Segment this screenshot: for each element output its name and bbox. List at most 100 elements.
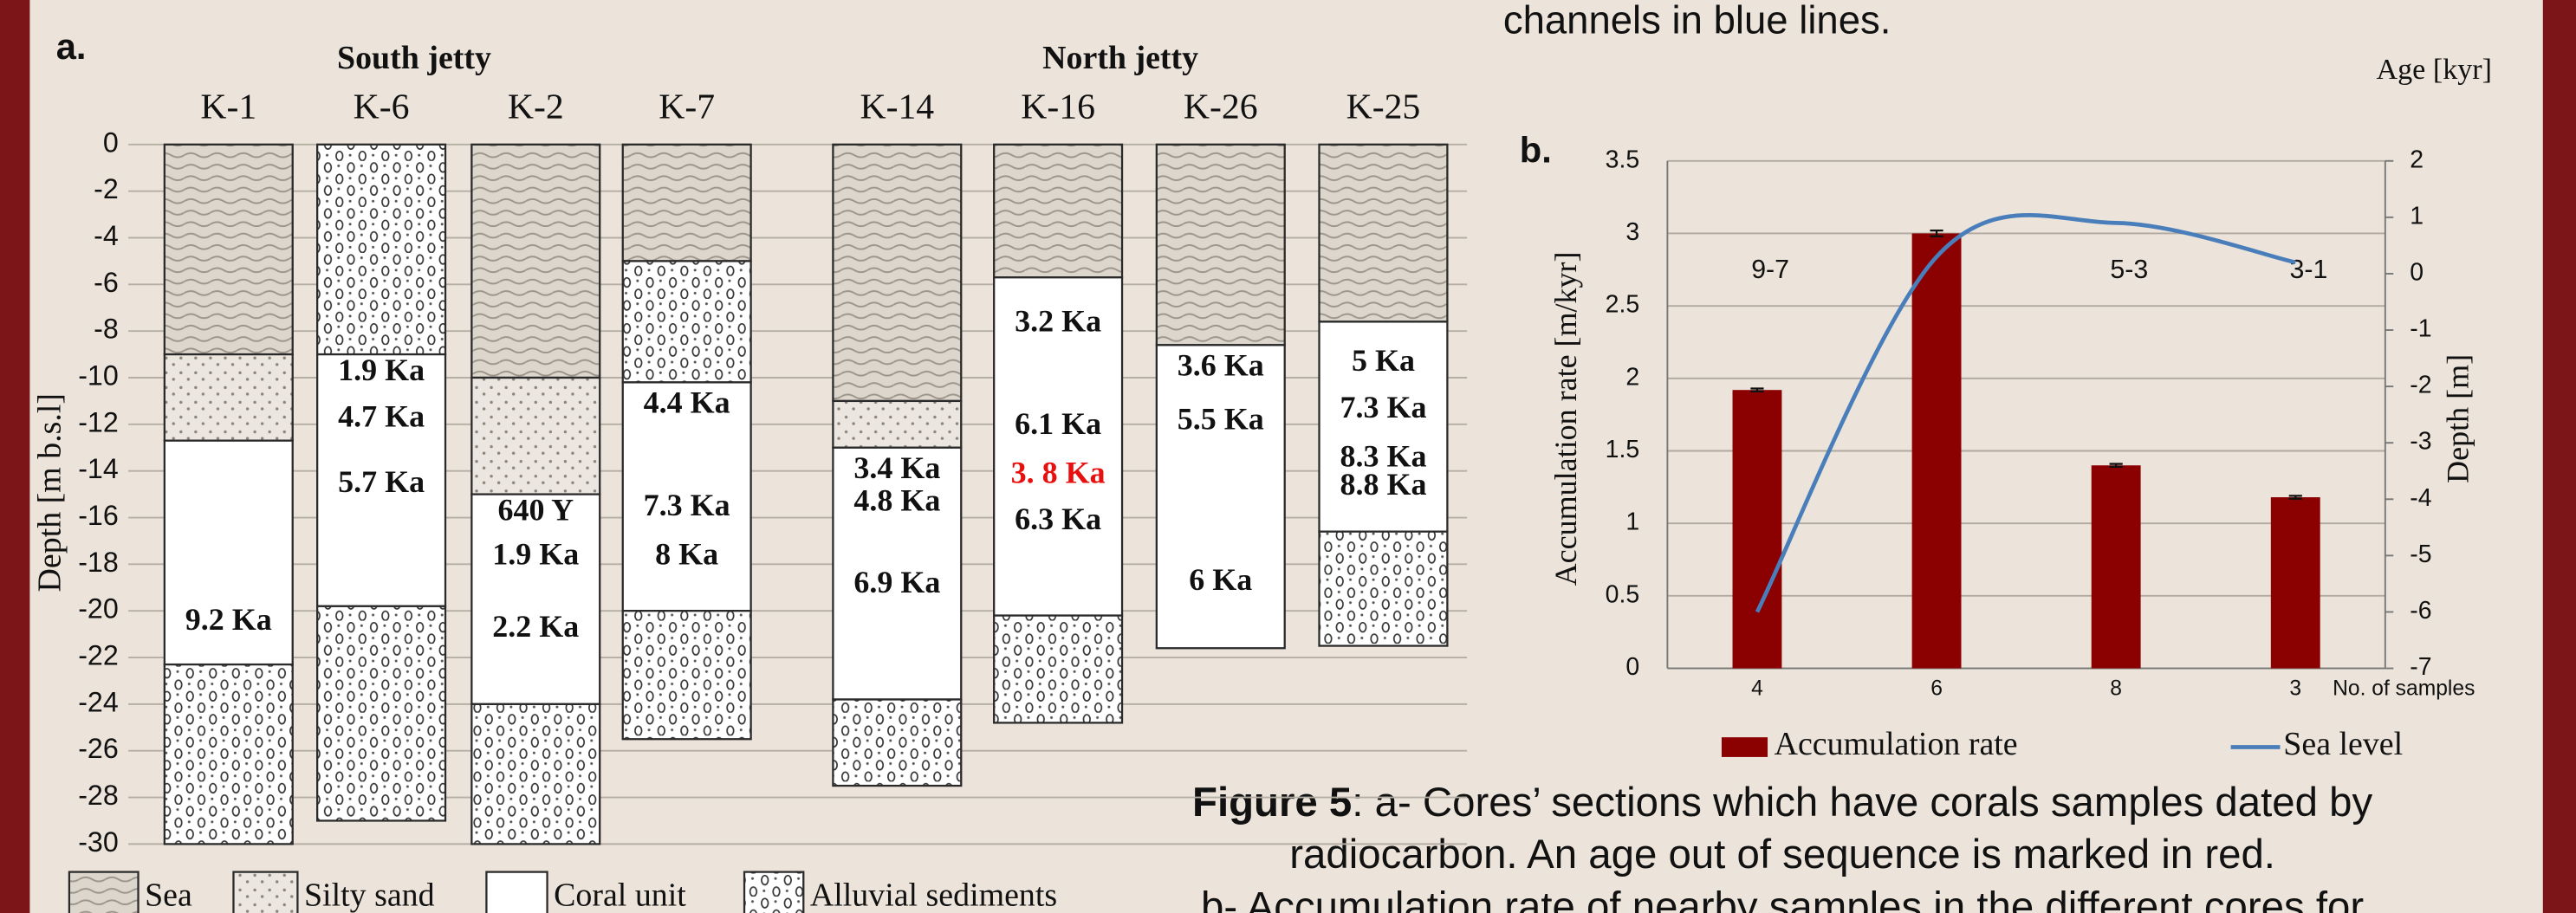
core-layer <box>471 145 600 378</box>
core-layer <box>833 145 961 401</box>
legend-swatch <box>486 872 547 913</box>
bar <box>2271 497 2320 668</box>
y-tick-label: -8 <box>94 314 119 345</box>
y-axis-title: Depth [m b.s.l] <box>32 393 68 592</box>
poster: channels in blue lines. a. Depth [m b.s.… <box>0 0 2576 913</box>
core-name: K-1 <box>200 87 256 127</box>
y-tick-label: 3.5 <box>1606 146 1640 173</box>
age-label: 2.2 Ka <box>492 609 579 644</box>
y2-tick-label: -5 <box>2410 541 2431 568</box>
y-tick-label: 0 <box>103 126 119 158</box>
core-name: K-2 <box>508 87 564 127</box>
y2-tick-label: -3 <box>2410 428 2431 456</box>
y-axis-title: Accumulation rate [m/kyr] <box>1548 251 1583 586</box>
y2-tick-label: -4 <box>2410 484 2431 512</box>
legend-swatch <box>69 872 139 913</box>
y-tick-label: -6 <box>94 267 119 298</box>
core-layer <box>165 664 293 844</box>
age-label: 3.2 Ka <box>1015 303 1101 338</box>
age-label: 9.2 Ka <box>185 602 272 637</box>
legend-label: Coral unit <box>554 877 686 913</box>
core-layer <box>994 145 1122 277</box>
y2-tick-label: -2 <box>2410 372 2431 399</box>
core-layer <box>994 616 1122 723</box>
core-layer <box>623 261 751 382</box>
core-layer <box>471 704 600 845</box>
y-tick-label: -2 <box>94 173 119 204</box>
core-layer <box>833 699 961 786</box>
y-tick-label: -18 <box>78 547 119 578</box>
age-label: 6 Ka <box>1189 562 1252 597</box>
y-tick-label: 0 <box>1625 653 1639 681</box>
core-layer <box>623 611 751 739</box>
core-layer <box>1157 145 1285 346</box>
group-title: North jetty <box>1042 40 1198 76</box>
top-axis-title: Age [kyr] <box>2376 54 2492 86</box>
y-tick-label: -28 <box>78 780 119 811</box>
legend-label: Sea level <box>2283 726 2403 762</box>
y-tick-label: -26 <box>78 733 119 764</box>
core-layer <box>317 606 445 821</box>
legend-label: Sea <box>145 877 192 913</box>
y-tick-label: -14 <box>78 453 119 484</box>
y2-tick-label: -1 <box>2410 315 2431 343</box>
core-name: K-16 <box>1021 87 1095 127</box>
core-layer <box>623 145 751 262</box>
caption-text: : a- Cores’ sections which have corals s… <box>1352 779 2372 825</box>
legend-label: Silty sand <box>304 877 435 913</box>
core-layer <box>165 145 293 354</box>
age-label: 1.9 Ka <box>338 353 425 387</box>
legend-label: Alluvial sediments <box>810 877 1057 913</box>
age-label: 8.8 Ka <box>1340 467 1426 502</box>
legend-swatch <box>1722 737 1768 757</box>
panel-label: a. <box>56 26 87 67</box>
y-tick-label: 1.5 <box>1606 436 1640 463</box>
age-label: 6.9 Ka <box>853 565 940 599</box>
age-label: 3.4 Ka <box>853 450 940 485</box>
y2-tick-label: 0 <box>2410 258 2424 286</box>
y2-tick-label: -7 <box>2410 653 2431 681</box>
annotation: 5-3 <box>2110 256 2148 284</box>
y-tick-label: 3 <box>1625 218 1639 246</box>
x-axis-title: No. of samples <box>2333 677 2475 701</box>
age-label: 7.3 Ka <box>644 488 730 522</box>
y-tick-label: 2 <box>1625 363 1639 391</box>
core-layer <box>471 378 600 495</box>
x-tick-label: 4 <box>1751 677 1763 701</box>
group-title: South jetty <box>337 40 491 76</box>
y2-tick-label: 1 <box>2410 202 2424 230</box>
core-name: K-25 <box>1346 87 1421 127</box>
caption-label: Figure 5 <box>1192 779 1352 825</box>
core-layer <box>1157 345 1285 648</box>
y-tick-label: -12 <box>78 406 119 437</box>
age-label: 640 Y <box>497 492 574 527</box>
caption-line: b- Accumulation rate of nearby samples i… <box>1201 884 2364 913</box>
legend-swatch <box>233 872 297 913</box>
age-label: 6.3 Ka <box>1015 502 1101 536</box>
y-tick-label: -20 <box>78 593 119 625</box>
y2-axis-title: Depth [m] <box>2440 354 2475 483</box>
age-label: 6.1 Ka <box>1015 406 1101 441</box>
core-layer <box>317 145 445 354</box>
age-label: 7.3 Ka <box>1340 390 1426 424</box>
bar <box>2092 465 2141 668</box>
age-label: 5.7 Ka <box>338 464 425 499</box>
age-label: 3. 8 Ka <box>1011 455 1106 489</box>
core-name: K-6 <box>354 87 410 127</box>
y-tick-label: -22 <box>78 640 119 671</box>
age-label: 4.8 Ka <box>853 483 940 518</box>
bar <box>1912 233 1962 668</box>
annotation: 9-7 <box>1751 256 1789 284</box>
y-tick-label: 2.5 <box>1606 291 1640 319</box>
x-tick-label: 6 <box>1930 677 1943 701</box>
y-tick-label: -10 <box>78 360 119 392</box>
bar <box>1733 390 1782 668</box>
y-tick-label: -16 <box>78 500 119 531</box>
caption-line: radiocarbon. An age out of sequence is m… <box>1289 832 2275 877</box>
age-label: 5.5 Ka <box>1178 401 1264 436</box>
age-label: 5 Ka <box>1352 343 1415 378</box>
y-tick-label: 1 <box>1625 508 1639 536</box>
caption-line: Figure 5: a- Cores’ sections which have … <box>1192 779 2372 825</box>
core-layer <box>833 401 961 448</box>
y2-tick-label: -6 <box>2410 597 2431 625</box>
